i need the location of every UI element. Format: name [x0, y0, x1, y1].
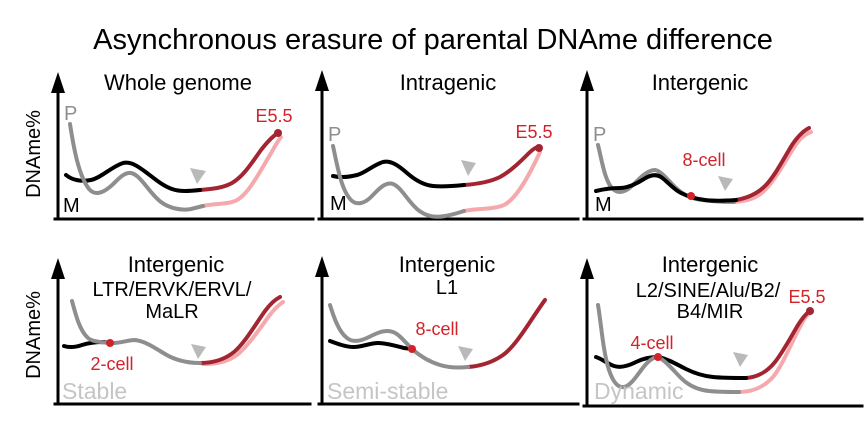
erasure-arrowhead-icon	[191, 344, 206, 359]
paternal-remethylation-pink-curve	[462, 150, 542, 213]
convergence-label: 4-cell	[630, 333, 673, 353]
paternal-remethylation-pink-curve	[737, 310, 814, 394]
paternal-label: P	[328, 124, 341, 146]
maternal-curve	[594, 173, 738, 203]
e55-endpoint-dot	[535, 144, 543, 152]
panel-whole-genome: DNAme% Whole genome E5.5 P M	[23, 70, 315, 221]
e55-endpoint-dot	[806, 307, 814, 315]
erasure-arrowhead-icon	[458, 346, 473, 361]
paternal-curve	[328, 303, 470, 370]
class-label: Stable	[62, 378, 127, 404]
endpoint-label: E5.5	[255, 106, 292, 126]
endpoint-label: E5.5	[788, 287, 825, 307]
paternal-label: P	[64, 103, 77, 125]
panel-subtitle: LTR/ERVK/ERVL/	[93, 279, 252, 301]
y-axis-arrow-icon	[51, 258, 65, 279]
paternal-remethylation-pink-curve	[732, 130, 813, 204]
panel-subtitle: MaLR	[145, 301, 198, 323]
remethylation-red-curve	[466, 298, 547, 369]
panel-intergenic-ltr: DNAme% Intergenic LTR/ERVK/ERVL/ MaLR 2-…	[23, 252, 312, 406]
convergence-stage-dot	[654, 353, 662, 361]
panel-title: Intergenic	[128, 252, 225, 277]
panel-subtitle: L1	[436, 277, 458, 299]
remethylation-red-curve	[198, 295, 282, 365]
erasure-arrowhead-icon	[190, 168, 206, 184]
maternal-label: M	[330, 193, 347, 215]
convergence-label: 8-cell	[682, 150, 725, 170]
maternal-curve	[331, 159, 466, 189]
convergence-stage-dot	[687, 192, 695, 200]
y-axis-arrow-icon	[580, 258, 594, 279]
panel-title: Intergenic	[652, 70, 749, 95]
panel-title: Intergenic	[399, 252, 496, 277]
panel-subtitle: B4/MIR	[677, 301, 744, 323]
endpoint-label: E5.5	[515, 122, 552, 142]
y-axis-arrow-icon	[51, 72, 65, 93]
maternal-remethylation-red-curve	[744, 309, 812, 380]
y-axis-arrow-icon	[315, 70, 329, 91]
maternal-label: M	[63, 195, 80, 217]
panel-intergenic-sine: Intergenic L2/SINE/Alu/B2/ B4/MIR 4-cell…	[580, 252, 864, 408]
y-axis-label: DNAme%	[23, 110, 45, 198]
maternal-curve	[328, 339, 414, 351]
panel-subtitle: L2/SINE/Alu/B2/	[636, 280, 781, 302]
paternal-curve	[68, 122, 205, 212]
convergence-stage-dot	[106, 339, 114, 347]
panel-intergenic-top: Intergenic 8-cell P M	[580, 70, 864, 221]
e55-endpoint-dot	[274, 129, 282, 137]
y-axis-arrow-icon	[315, 256, 329, 277]
y-axis-label: DNAme%	[23, 291, 45, 379]
paternal-remethylation-pink-curve	[201, 135, 283, 208]
paternal-curve	[70, 299, 202, 365]
paternal-curve	[331, 144, 466, 219]
class-label: Dynamic	[594, 378, 683, 404]
convergence-stage-dot	[408, 345, 416, 353]
erasure-arrowhead-icon	[733, 352, 748, 367]
paternal-curve	[596, 303, 741, 394]
erasure-arrowhead-icon	[718, 176, 733, 191]
panel-title: Whole genome	[104, 70, 252, 95]
panel-intergenic-l1: Intergenic L1 8-cell Semi-stable	[315, 252, 580, 406]
maternal-remethylation-red-curve	[734, 126, 811, 202]
panel-title: Intragenic	[400, 70, 497, 95]
y-axis-arrow-icon	[580, 70, 594, 91]
maternal-label: M	[595, 194, 612, 216]
paternal-label: P	[593, 124, 606, 146]
erasure-arrowhead-icon	[461, 160, 476, 176]
class-label: Semi-stable	[327, 378, 448, 404]
convergence-label: 8-cell	[415, 319, 458, 339]
convergence-label: 2-cell	[90, 354, 133, 374]
panel-intragenic: Intragenic E5.5 P M	[315, 70, 580, 221]
panel-title: Intergenic	[662, 252, 759, 277]
maternal-curve	[64, 160, 202, 193]
maternal-remethylation-red-curve	[198, 131, 280, 192]
remethylation-pink-curve	[201, 300, 285, 366]
figure-title: Asynchronous erasure of parental DNAme d…	[93, 24, 773, 56]
